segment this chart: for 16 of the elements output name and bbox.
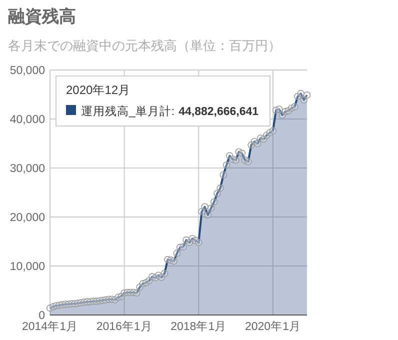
x-tick-label: 2016年1月 (96, 320, 152, 333)
y-tick-label: 0 (38, 310, 45, 322)
x-tick-label: 2014年1月 (22, 320, 78, 333)
legend: 運用残高_単月計: (66, 105, 175, 118)
y-tick-label: 50,000 (10, 65, 45, 77)
legend-label: 運用残高_単月計: (81, 104, 175, 118)
y-tick-label: 40,000 (10, 114, 45, 126)
annotation: 44,882,666,641 (178, 106, 260, 118)
y-tick-label: 20,000 (10, 212, 45, 224)
x-tick-label: 2018年1月 (170, 320, 227, 333)
x-tick-label: 2020年1月 (244, 320, 301, 333)
chart-subtitle: 各月末での融資中の元本残高（単位：百万円） (8, 38, 281, 53)
y-tick-label: 30,000 (10, 163, 45, 175)
annotation: 2020年12月 (66, 83, 130, 97)
chart-title: 融資残高 (8, 7, 76, 26)
y-tick-label: 10,000 (10, 261, 45, 273)
